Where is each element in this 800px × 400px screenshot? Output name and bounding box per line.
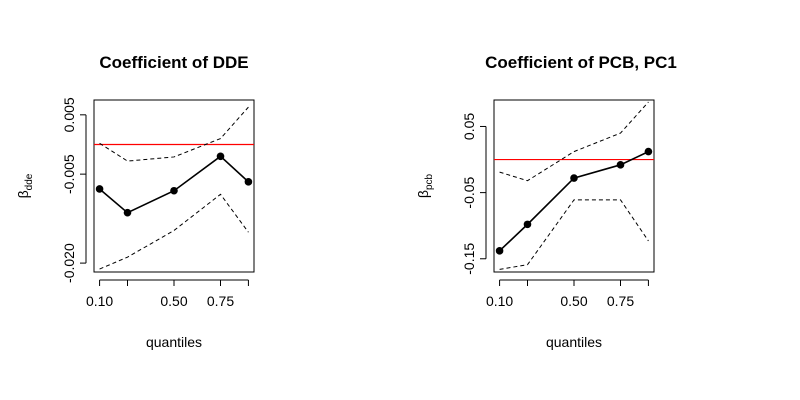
- y-axis-label-symbol: β: [415, 190, 431, 198]
- upper-bound-line: [99, 106, 249, 162]
- x-axis-label: quantiles: [146, 334, 202, 350]
- estimate-point: [570, 174, 578, 182]
- plot-frame: [493, 99, 655, 273]
- lower-bound-line: [99, 193, 249, 270]
- y-axis-label-symbol: β: [15, 190, 31, 198]
- y-tick-label: -0.05: [461, 176, 477, 208]
- y-tick-label: 0.05: [461, 113, 477, 140]
- lower-bound-line: [499, 199, 649, 270]
- x-tick-label: 0.75: [207, 293, 234, 309]
- estimate-point: [95, 185, 104, 193]
- x-tick-label: 0.10: [486, 293, 513, 309]
- estimate-point: [216, 152, 225, 161]
- estimate-point: [644, 147, 653, 156]
- chart-title: Coefficient of PCB, PC1: [485, 53, 677, 72]
- estimate-point: [495, 247, 504, 255]
- y-axis-label-subscript: pcb: [424, 173, 435, 190]
- y-tick-label: -0.15: [461, 243, 477, 275]
- y-tick-label: -0.005: [61, 154, 77, 194]
- panel-pcb: Coefficient of PCB, PC1 0.10 0.50 0.75 -0.15…: [415, 53, 677, 350]
- x-axis-label: quantiles: [546, 334, 602, 350]
- chart-title: Coefficient of DDE: [99, 53, 248, 72]
- x-tick-label: 0.50: [560, 293, 587, 309]
- x-tick-label: 0.10: [86, 293, 113, 309]
- plot-frame: [93, 99, 255, 273]
- y-tick-label: -0.020: [61, 243, 77, 283]
- y-axis-label: βdde: [15, 173, 35, 198]
- x-tick-label: 0.75: [607, 293, 634, 309]
- x-tick-label: 0.50: [160, 293, 187, 309]
- estimate-line: [499, 150, 649, 252]
- estimate-point: [616, 161, 625, 169]
- y-axis-label: βpcb: [415, 173, 435, 198]
- estimate-point: [123, 208, 132, 217]
- estimate-line: [99, 155, 249, 214]
- y-tick-label: 0.005: [61, 97, 77, 132]
- estimate-point: [523, 220, 532, 229]
- estimate-point: [244, 178, 253, 186]
- upper-bound-line: [499, 101, 649, 182]
- y-axis-label-subscript: dde: [24, 173, 35, 190]
- panel-dde: Coefficient of DDE 0.10 0.50 0.75 -0.020 -0.0…: [15, 53, 255, 350]
- estimate-point: [170, 186, 178, 195]
